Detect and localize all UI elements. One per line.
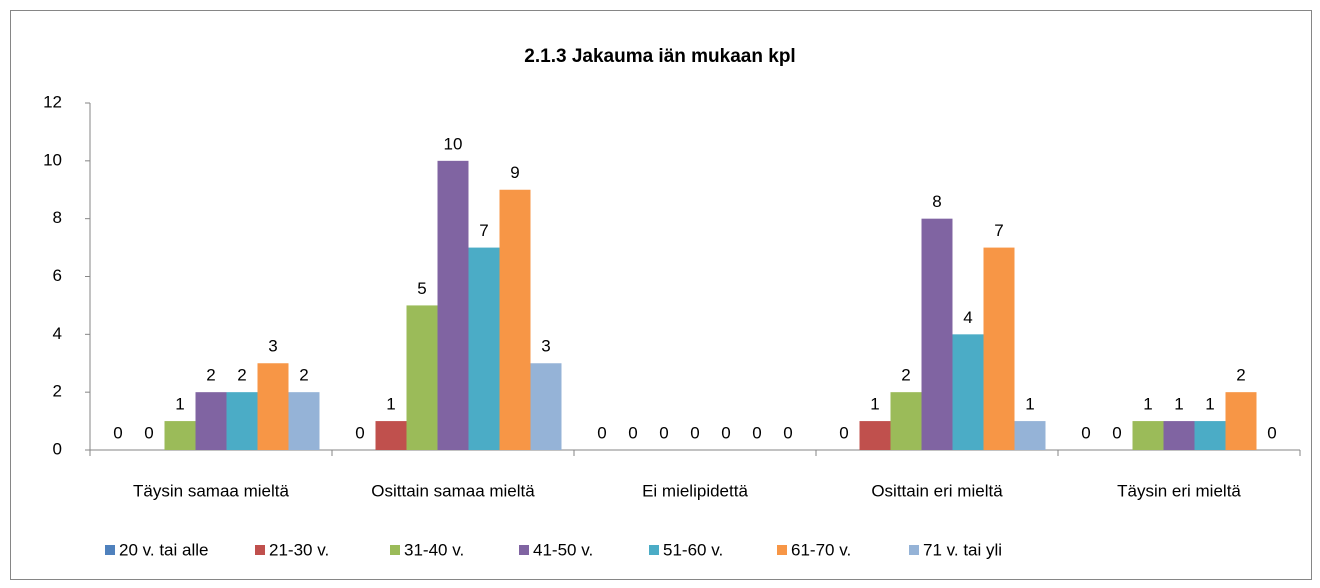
data-label: 2	[901, 366, 910, 385]
y-tick-label: 10	[43, 150, 62, 169]
bar	[1132, 421, 1164, 450]
bar	[952, 334, 984, 450]
data-label: 0	[659, 423, 668, 442]
data-label: 0	[721, 423, 730, 442]
data-label: 1	[870, 395, 879, 414]
data-label: 4	[963, 308, 972, 327]
data-label: 0	[628, 423, 637, 442]
data-label: 0	[1112, 423, 1121, 442]
legend-swatch	[649, 545, 659, 555]
data-label: 0	[1081, 423, 1090, 442]
bar	[1014, 421, 1046, 450]
y-tick-label: 6	[53, 266, 62, 285]
y-tick-label: 2	[53, 382, 62, 401]
data-label: 0	[144, 423, 153, 442]
legend-swatch	[105, 545, 115, 555]
data-label: 2	[1236, 366, 1245, 385]
data-label: 2	[299, 366, 308, 385]
bar	[375, 421, 407, 450]
legend-label: 21-30 v.	[269, 540, 329, 559]
data-label: 0	[1267, 423, 1276, 442]
data-label: 0	[783, 423, 792, 442]
data-label: 1	[175, 395, 184, 414]
data-label: 3	[268, 337, 277, 356]
x-tick-label: Ei mielipidettä	[642, 481, 748, 500]
bar	[1225, 392, 1257, 450]
bar	[288, 392, 320, 450]
bar	[983, 247, 1015, 450]
data-label: 8	[932, 192, 941, 211]
data-label: 7	[994, 221, 1003, 240]
x-tick-label: Osittain samaa mieltä	[371, 481, 535, 500]
data-label: 0	[355, 423, 364, 442]
data-label: 0	[839, 423, 848, 442]
legend-swatch	[777, 545, 787, 555]
data-label: 7	[479, 221, 488, 240]
y-tick-label: 8	[53, 208, 62, 227]
data-label: 1	[1025, 395, 1034, 414]
chart-title: 2.1.3 Jakauma iän mukaan kpl	[524, 46, 795, 67]
y-tick-label: 4	[53, 324, 62, 343]
legend-label: 71 v. tai yli	[923, 540, 1002, 559]
chart-border	[10, 10, 1312, 580]
bar	[164, 421, 196, 450]
y-tick-label: 12	[43, 92, 62, 111]
data-label: 0	[597, 423, 606, 442]
legend-swatch	[255, 545, 265, 555]
data-label: 1	[386, 395, 395, 414]
data-label: 10	[444, 134, 463, 153]
legend-label: 51-60 v.	[663, 540, 723, 559]
bar	[859, 421, 891, 450]
data-label: 0	[690, 423, 699, 442]
data-label: 1	[1143, 395, 1152, 414]
bar	[437, 160, 469, 451]
legend-label: 20 v. tai alle	[119, 540, 208, 559]
bar	[921, 218, 953, 450]
data-label: 0	[752, 423, 761, 442]
bar	[499, 189, 531, 450]
data-label: 1	[1174, 395, 1183, 414]
data-label: 2	[206, 366, 215, 385]
bar	[195, 392, 227, 450]
y-tick-label: 0	[53, 439, 62, 458]
bar	[226, 392, 258, 450]
x-tick-label: Täysin eri mieltä	[1117, 481, 1241, 500]
data-label: 0	[113, 423, 122, 442]
legend-label: 41-50 v.	[533, 540, 593, 559]
bar	[1163, 421, 1195, 450]
data-label: 2	[237, 366, 246, 385]
legend-label: 61-70 v.	[791, 540, 851, 559]
data-label: 9	[510, 163, 519, 182]
bar	[530, 363, 562, 450]
data-label: 1	[1205, 395, 1214, 414]
bar	[468, 247, 500, 450]
bar	[1194, 421, 1226, 450]
bar	[890, 392, 922, 450]
legend-label: 31-40 v.	[404, 540, 464, 559]
legend-swatch	[390, 545, 400, 555]
data-label: 5	[417, 279, 426, 298]
x-tick-label: Täysin samaa mieltä	[133, 481, 289, 500]
legend-swatch	[909, 545, 919, 555]
data-label: 3	[541, 337, 550, 356]
legend-swatch	[519, 545, 529, 555]
bar	[406, 305, 438, 450]
x-tick-label: Osittain eri mieltä	[871, 481, 1003, 500]
bar	[257, 363, 289, 450]
